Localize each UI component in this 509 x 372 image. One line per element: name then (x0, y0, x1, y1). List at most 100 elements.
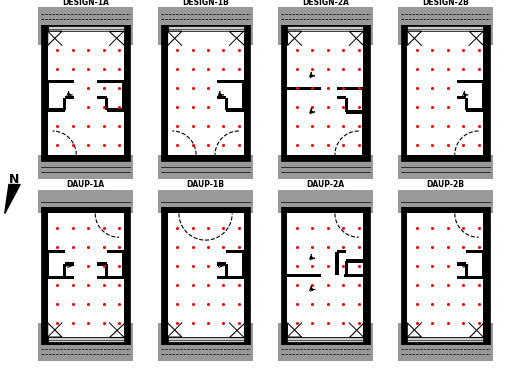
Title: DAUP-1A: DAUP-1A (67, 180, 104, 189)
Bar (48, 276, 74, 279)
Bar (106, 109, 124, 112)
Bar (287, 87, 320, 90)
Bar (241, 81, 245, 110)
Bar (48, 337, 124, 342)
Bar (46, 81, 49, 110)
Bar (277, 7, 372, 45)
Bar (38, 7, 133, 45)
Polygon shape (407, 31, 420, 45)
Bar (310, 111, 312, 113)
Bar (68, 265, 69, 266)
Title: DAUP-2A: DAUP-2A (306, 180, 344, 189)
Polygon shape (109, 323, 124, 337)
Bar (463, 265, 464, 266)
Bar (46, 251, 49, 277)
Bar (106, 250, 124, 253)
Bar (277, 323, 372, 361)
Title: DAUP-2B: DAUP-2B (426, 180, 463, 189)
Title: DAUP-1B: DAUP-1B (186, 180, 224, 189)
Bar (397, 323, 492, 361)
Bar (105, 98, 108, 110)
Bar (465, 250, 483, 253)
Polygon shape (229, 31, 243, 45)
Bar (463, 94, 464, 96)
Bar (361, 88, 364, 155)
FancyBboxPatch shape (280, 207, 370, 344)
Polygon shape (48, 323, 62, 337)
Bar (122, 81, 125, 110)
Bar (48, 250, 65, 253)
Bar (334, 251, 338, 275)
Bar (38, 190, 133, 214)
Bar (122, 251, 125, 277)
Bar (216, 80, 243, 83)
Title: DESIGN-1A: DESIGN-1A (62, 0, 109, 7)
Bar (158, 323, 252, 361)
Bar (465, 109, 483, 112)
Bar (226, 250, 243, 253)
Bar (407, 26, 483, 31)
Bar (167, 26, 243, 31)
Bar (287, 214, 363, 337)
Bar (38, 323, 133, 361)
Polygon shape (349, 31, 363, 45)
FancyBboxPatch shape (41, 25, 130, 161)
Bar (48, 109, 65, 112)
Bar (456, 80, 483, 83)
Title: DESIGN-1B: DESIGN-1B (182, 0, 229, 7)
Bar (277, 155, 372, 179)
Bar (287, 31, 363, 155)
Bar (397, 190, 492, 214)
Bar (48, 31, 124, 155)
Bar (167, 337, 243, 342)
Bar (105, 264, 108, 277)
Polygon shape (468, 31, 483, 45)
Bar (219, 94, 220, 96)
Polygon shape (109, 31, 124, 45)
Bar (287, 274, 320, 277)
FancyBboxPatch shape (400, 207, 489, 344)
Bar (464, 264, 467, 277)
FancyBboxPatch shape (160, 25, 250, 161)
Bar (407, 214, 483, 337)
Bar (167, 214, 243, 337)
Bar (224, 264, 228, 277)
Bar (219, 265, 220, 266)
Bar (287, 337, 363, 342)
Bar (158, 7, 252, 45)
Bar (456, 276, 483, 279)
Bar (167, 31, 243, 155)
FancyBboxPatch shape (280, 25, 370, 161)
Bar (407, 31, 483, 155)
Polygon shape (287, 31, 301, 45)
Bar (48, 214, 124, 337)
Bar (277, 190, 372, 214)
Bar (97, 80, 124, 83)
Bar (68, 94, 69, 96)
Bar (216, 276, 243, 279)
Bar (48, 26, 124, 31)
Polygon shape (468, 323, 483, 337)
Bar (38, 155, 133, 179)
Bar (336, 250, 346, 253)
Bar (63, 98, 66, 110)
Polygon shape (407, 323, 420, 337)
Title: DESIGN-2B: DESIGN-2B (421, 0, 468, 7)
FancyBboxPatch shape (400, 25, 489, 161)
Polygon shape (167, 31, 181, 45)
Bar (158, 155, 252, 179)
Bar (336, 87, 363, 90)
Bar (456, 96, 465, 99)
Bar (224, 98, 228, 110)
Bar (97, 96, 106, 99)
Bar (48, 80, 74, 83)
Bar (287, 26, 363, 31)
Bar (97, 262, 106, 266)
Polygon shape (5, 185, 20, 214)
Polygon shape (287, 323, 301, 337)
Bar (397, 155, 492, 179)
Polygon shape (48, 31, 62, 45)
Bar (344, 261, 347, 275)
Bar (310, 289, 312, 290)
Text: N: N (9, 173, 20, 186)
